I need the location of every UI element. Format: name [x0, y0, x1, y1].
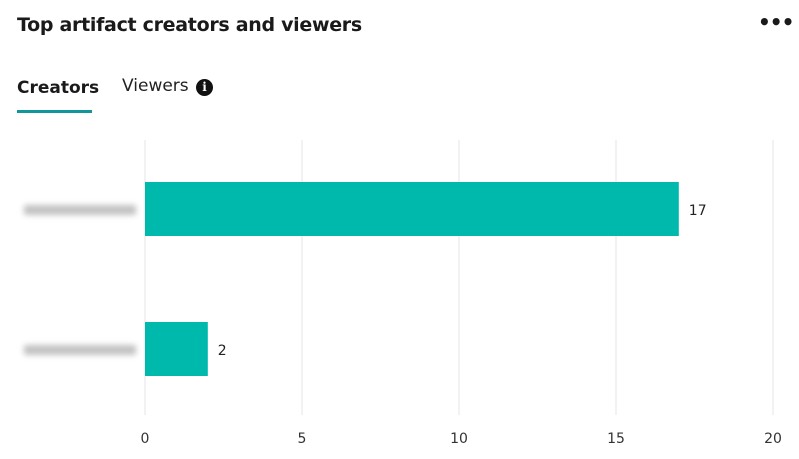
x-tick-label: 0 [141, 431, 150, 447]
x-tick-label: 20 [764, 431, 782, 447]
data-label: 2 [218, 343, 227, 359]
x-tick-label: 10 [450, 431, 468, 447]
category-label-blurred [24, 205, 136, 215]
active-tab-indicator [17, 110, 92, 113]
x-tick-label: 15 [607, 431, 625, 447]
category-label-blurred [24, 345, 136, 355]
bar [145, 182, 679, 236]
tab-creators[interactable]: Creators [17, 78, 100, 98]
info-icon[interactable]: i [196, 79, 213, 96]
tab-viewers[interactable]: Viewers [122, 76, 189, 96]
x-tick-label: 5 [298, 431, 307, 447]
more-options-icon[interactable]: ••• [758, 10, 794, 34]
bar [145, 322, 208, 376]
data-label: 17 [689, 203, 707, 219]
card-title: Top artifact creators and viewers [17, 14, 362, 36]
